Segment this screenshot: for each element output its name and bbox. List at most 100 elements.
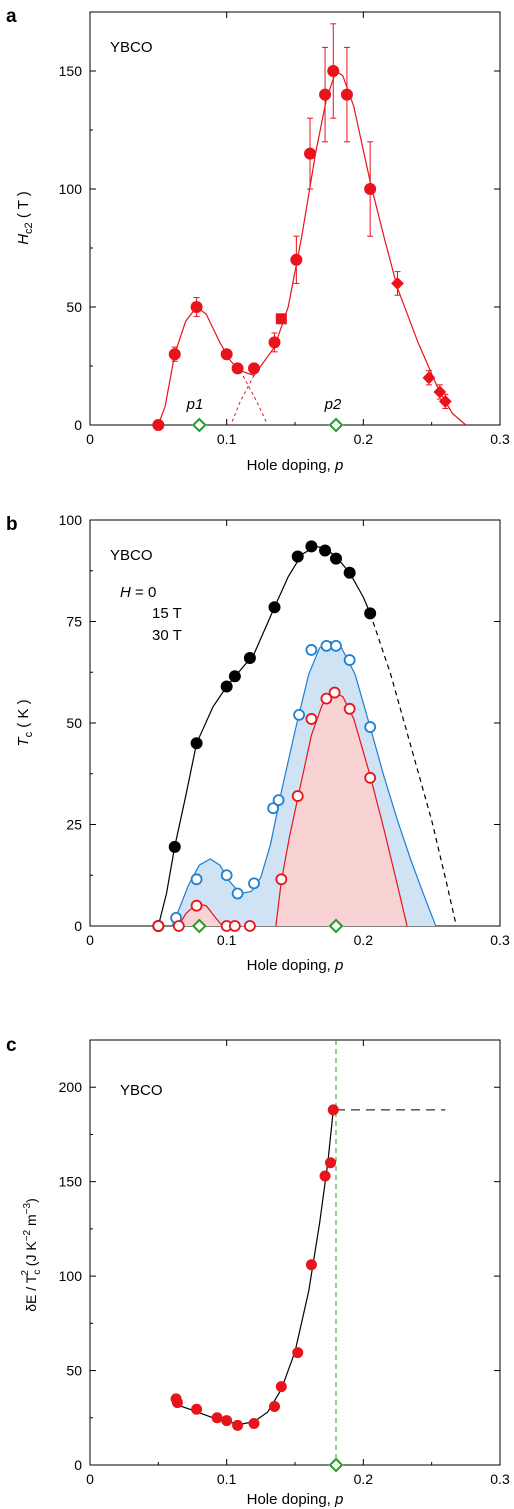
sample-label-b: YBCO bbox=[110, 547, 153, 564]
energy-point bbox=[211, 1412, 223, 1424]
tc-point-open bbox=[243, 920, 256, 932]
tc-point-h0 bbox=[364, 607, 377, 620]
x-tick-label: 0 bbox=[86, 1471, 94, 1487]
p-marker-diamond bbox=[328, 1457, 344, 1473]
y-tick-label: 50 bbox=[66, 299, 82, 315]
tc-point-open bbox=[190, 899, 203, 912]
x-tick-label: 0.2 bbox=[354, 1471, 374, 1487]
p-marker-diamond bbox=[191, 417, 207, 433]
tc-point-open bbox=[220, 869, 233, 882]
y-tick-label: 75 bbox=[66, 614, 82, 630]
tc-point-h0 bbox=[268, 601, 281, 614]
y-tick-label: 100 bbox=[59, 181, 83, 197]
tc-point-open bbox=[272, 794, 285, 807]
y-tick-label: 0 bbox=[74, 1457, 82, 1473]
tc-point-open bbox=[228, 920, 241, 932]
legend-15t: 15 T bbox=[152, 605, 182, 622]
tc-point-open bbox=[320, 639, 333, 652]
panel-label-a: a bbox=[6, 6, 17, 27]
hc2-point bbox=[220, 348, 233, 361]
hc2-point bbox=[364, 183, 377, 195]
energy-point bbox=[221, 1415, 233, 1427]
tc-point-h0 bbox=[243, 652, 256, 665]
x-tick-label: 0.2 bbox=[354, 431, 374, 447]
energy-point bbox=[191, 1403, 203, 1415]
legend-h0: H = 0 bbox=[120, 584, 156, 601]
hc2-point bbox=[340, 88, 353, 101]
tc-point-open bbox=[152, 920, 165, 932]
hc2-diamond-point bbox=[422, 371, 436, 385]
energy-point bbox=[325, 1157, 337, 1169]
x-tick-label: 0.1 bbox=[217, 431, 237, 447]
tc-point-h0 bbox=[343, 566, 356, 579]
tc-point-h0 bbox=[220, 680, 233, 693]
tc-point-open bbox=[190, 873, 203, 886]
plot-area-c: 0 0.1 0.2 0.3 0 50 100 150 200 bbox=[59, 1040, 510, 1487]
tc-point-h0 bbox=[291, 550, 304, 563]
hc2-point bbox=[327, 65, 340, 77]
tc-point-h0 bbox=[330, 552, 342, 565]
marker-label-p1: p1 bbox=[186, 396, 204, 413]
hc2-diamond-point bbox=[438, 394, 452, 408]
legend-30t: 30 T bbox=[152, 627, 182, 644]
energy-point bbox=[292, 1347, 304, 1359]
p-marker-diamond bbox=[191, 918, 207, 934]
energy-point bbox=[275, 1381, 287, 1393]
panel-b: b YBCO H = 0 15 T 30 T Hole doping, p Tc… bbox=[6, 512, 510, 974]
tc-point-open bbox=[275, 873, 288, 886]
tc-point-h0 bbox=[190, 737, 203, 750]
tc-point-open bbox=[267, 802, 280, 815]
sample-label-a: YBCO bbox=[110, 39, 153, 56]
panel-label-c: c bbox=[6, 1035, 17, 1056]
tc-point-open bbox=[328, 686, 341, 699]
tc-fill-region bbox=[275, 692, 408, 926]
dashed-crossover-line bbox=[239, 370, 269, 426]
hc2-diamond-point bbox=[391, 276, 404, 290]
y-tick-label: 150 bbox=[59, 1174, 83, 1190]
energy-point bbox=[319, 1170, 331, 1182]
energy-point bbox=[171, 1397, 183, 1409]
y-tick-label: 100 bbox=[59, 1268, 83, 1284]
energy-point bbox=[269, 1400, 280, 1412]
marker-label-p2: p2 bbox=[324, 396, 342, 413]
hc2-point bbox=[319, 88, 332, 101]
tc-point-open bbox=[330, 639, 342, 652]
plot-frame-c bbox=[89, 1039, 501, 1466]
hc2-point bbox=[168, 348, 181, 361]
y-tick-label: 0 bbox=[74, 918, 82, 934]
x-axis-label-c: Hole doping, p bbox=[247, 1491, 344, 1508]
tc-point-open bbox=[364, 721, 377, 733]
y-tick-label: 50 bbox=[66, 715, 82, 731]
y-tick-label: 25 bbox=[66, 817, 82, 833]
energy-point bbox=[327, 1104, 339, 1116]
tc-point-open bbox=[293, 708, 306, 721]
y-tick-label: 150 bbox=[59, 63, 83, 79]
sample-label-c: YBCO bbox=[120, 1082, 163, 1099]
x-tick-label: 0.1 bbox=[217, 932, 237, 948]
tc-point-open bbox=[231, 887, 244, 900]
x-axis-label-b: Hole doping, p bbox=[247, 957, 344, 974]
tc-point-open bbox=[320, 692, 333, 705]
panel-label-b: b bbox=[6, 514, 18, 535]
hc2-diamond-point bbox=[433, 385, 447, 399]
y-tick-label: 0 bbox=[74, 417, 82, 433]
x-tick-label: 0.3 bbox=[490, 1471, 510, 1487]
hc2-point bbox=[248, 362, 260, 375]
hc2-fit-curve bbox=[157, 70, 467, 426]
p-marker-diamond bbox=[328, 918, 344, 934]
tc-point-h0 bbox=[319, 544, 332, 557]
tc-point-open bbox=[291, 790, 304, 802]
hc2-point bbox=[190, 301, 203, 313]
y-axis-label-b: Tc ( K ) bbox=[15, 699, 35, 746]
plot-area-a: 0 0.1 0.2 0.3 0 50 100 150 bbox=[59, 12, 510, 447]
x-axis-label-a: Hole doping, p bbox=[247, 457, 344, 474]
x-tick-label: 0.1 bbox=[217, 1471, 237, 1487]
y-tick-label: 50 bbox=[66, 1363, 82, 1379]
tc-point-open bbox=[305, 644, 318, 656]
hc2-point bbox=[152, 419, 165, 431]
tc-point-open bbox=[248, 877, 260, 890]
hc2-square-point bbox=[275, 313, 287, 325]
tc-point-h0 bbox=[228, 670, 241, 683]
energy-point bbox=[248, 1417, 260, 1429]
